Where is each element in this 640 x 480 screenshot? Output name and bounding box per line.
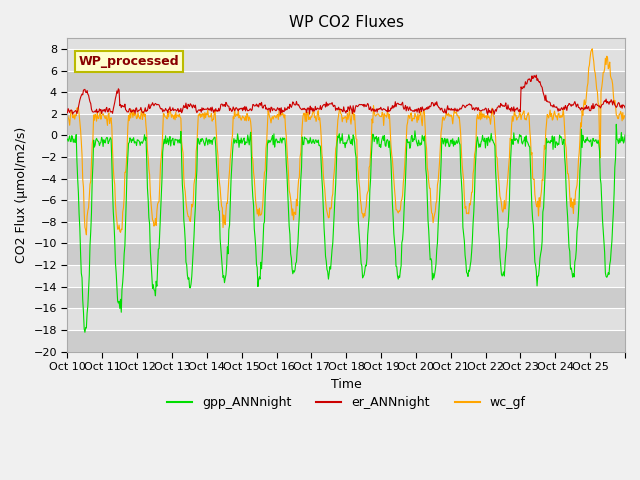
Bar bbox=[67, 265, 625, 287]
Bar bbox=[67, 92, 625, 114]
Bar bbox=[67, 157, 625, 179]
Bar bbox=[67, 222, 625, 243]
X-axis label: Time: Time bbox=[331, 377, 362, 391]
Bar bbox=[67, 179, 625, 200]
Bar bbox=[67, 71, 625, 92]
Bar bbox=[67, 243, 625, 265]
Bar bbox=[67, 287, 625, 308]
Bar bbox=[67, 114, 625, 135]
Legend: gpp_ANNnight, er_ANNnight, wc_gf: gpp_ANNnight, er_ANNnight, wc_gf bbox=[162, 391, 531, 414]
Bar bbox=[67, 308, 625, 330]
Y-axis label: CO2 Flux (μmol/m2/s): CO2 Flux (μmol/m2/s) bbox=[15, 127, 28, 263]
Title: WP CO2 Fluxes: WP CO2 Fluxes bbox=[289, 15, 404, 30]
Bar bbox=[67, 135, 625, 157]
Bar bbox=[67, 49, 625, 71]
Bar bbox=[67, 200, 625, 222]
Text: WP_processed: WP_processed bbox=[79, 55, 179, 68]
Bar bbox=[67, 330, 625, 351]
